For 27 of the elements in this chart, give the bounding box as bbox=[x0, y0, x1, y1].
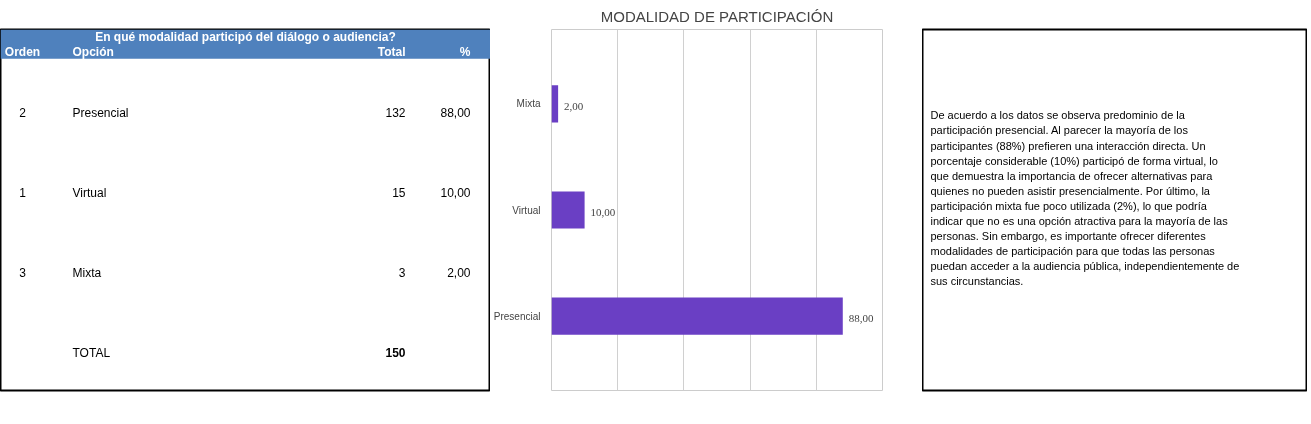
text: % bbox=[459, 44, 471, 59]
text: 1 bbox=[19, 186, 27, 201]
text: 2,00 bbox=[447, 266, 471, 281]
y-tick-label: Presencial bbox=[493, 310, 541, 322]
text: 88,00 bbox=[440, 106, 471, 121]
text: De acuerdo a los datos se observa predominio de la participación presencial. Al parecer la mayoría de los participantes (88%) prefieren una interacción directa. Un porcentaje considerable (10%) participó de forma virtual, lo que demuestra la importancia de ofrecer alternativas para quienes no pueden asistir presencialmente. Por último, la participación mixta fue poco utilizada (2%), lo que podría indicar que no es una opción atractiva para la mayoría de las personas. Sin embargo, es importante ofrecer diferentes modalidades de participación para que todas las personas puedan acceder a la audiencia pública, independientemente de sus circunstancias. bbox=[930, 109, 1240, 287]
text: 15 bbox=[392, 186, 406, 201]
text: Total bbox=[377, 44, 406, 59]
text: 150 bbox=[385, 346, 406, 361]
text: 10,00 bbox=[440, 186, 471, 201]
text: Opción bbox=[72, 44, 114, 59]
data-label: 88,00 bbox=[848, 312, 875, 325]
y-tick-label: Virtual bbox=[512, 204, 541, 216]
y-tick-label: Mixta bbox=[516, 98, 541, 110]
text: Orden bbox=[4, 44, 41, 59]
data-label: 2,00 bbox=[564, 99, 584, 112]
text: 2 bbox=[19, 106, 27, 121]
chart-title: MODALIDAD DE PARTICIPACIÓN bbox=[600, 7, 834, 25]
text: Mixta bbox=[72, 265, 102, 280]
text: 3 bbox=[19, 266, 27, 281]
text: 3 bbox=[398, 266, 406, 281]
text: Presencial bbox=[72, 105, 129, 120]
text: Virtual bbox=[72, 185, 107, 200]
text: TOTAL bbox=[72, 345, 111, 360]
text: En qué modalidad participó del diálogo o audiencia? bbox=[95, 30, 396, 45]
data-label: 10,00 bbox=[590, 206, 616, 218]
text: 132 bbox=[385, 106, 406, 121]
